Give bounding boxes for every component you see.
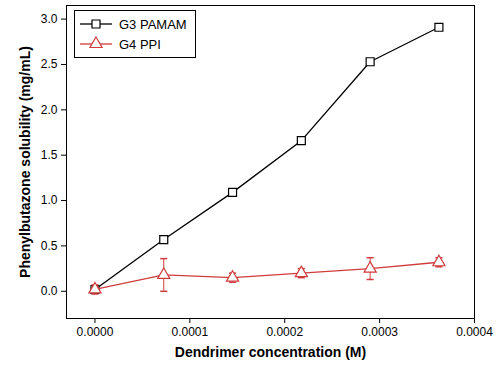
svg-text:0.0003: 0.0003	[361, 325, 398, 339]
svg-text:0.0: 0.0	[41, 284, 58, 298]
svg-text:1.0: 1.0	[41, 193, 58, 207]
svg-text:0.0004: 0.0004	[456, 325, 493, 339]
svg-text:2.0: 2.0	[41, 103, 58, 117]
svg-text:Dendrimer concentration (M): Dendrimer concentration (M)	[175, 344, 366, 360]
svg-text:0.0002: 0.0002	[266, 325, 303, 339]
svg-text:1.5: 1.5	[41, 148, 58, 162]
svg-text:3.0: 3.0	[41, 12, 58, 26]
svg-text:2.5: 2.5	[41, 57, 58, 71]
svg-text:0.0001: 0.0001	[171, 325, 208, 339]
svg-text:0.0000: 0.0000	[77, 325, 114, 339]
svg-text:Phenylbutazone solubility (mg/: Phenylbutazone solubility (mg/mL)	[17, 46, 33, 278]
svg-text:0.5: 0.5	[41, 239, 58, 253]
html-text:G3 PAMAM: G3 PAMAM	[119, 16, 187, 32]
html-text:G4 PPI: G4 PPI	[119, 36, 161, 52]
